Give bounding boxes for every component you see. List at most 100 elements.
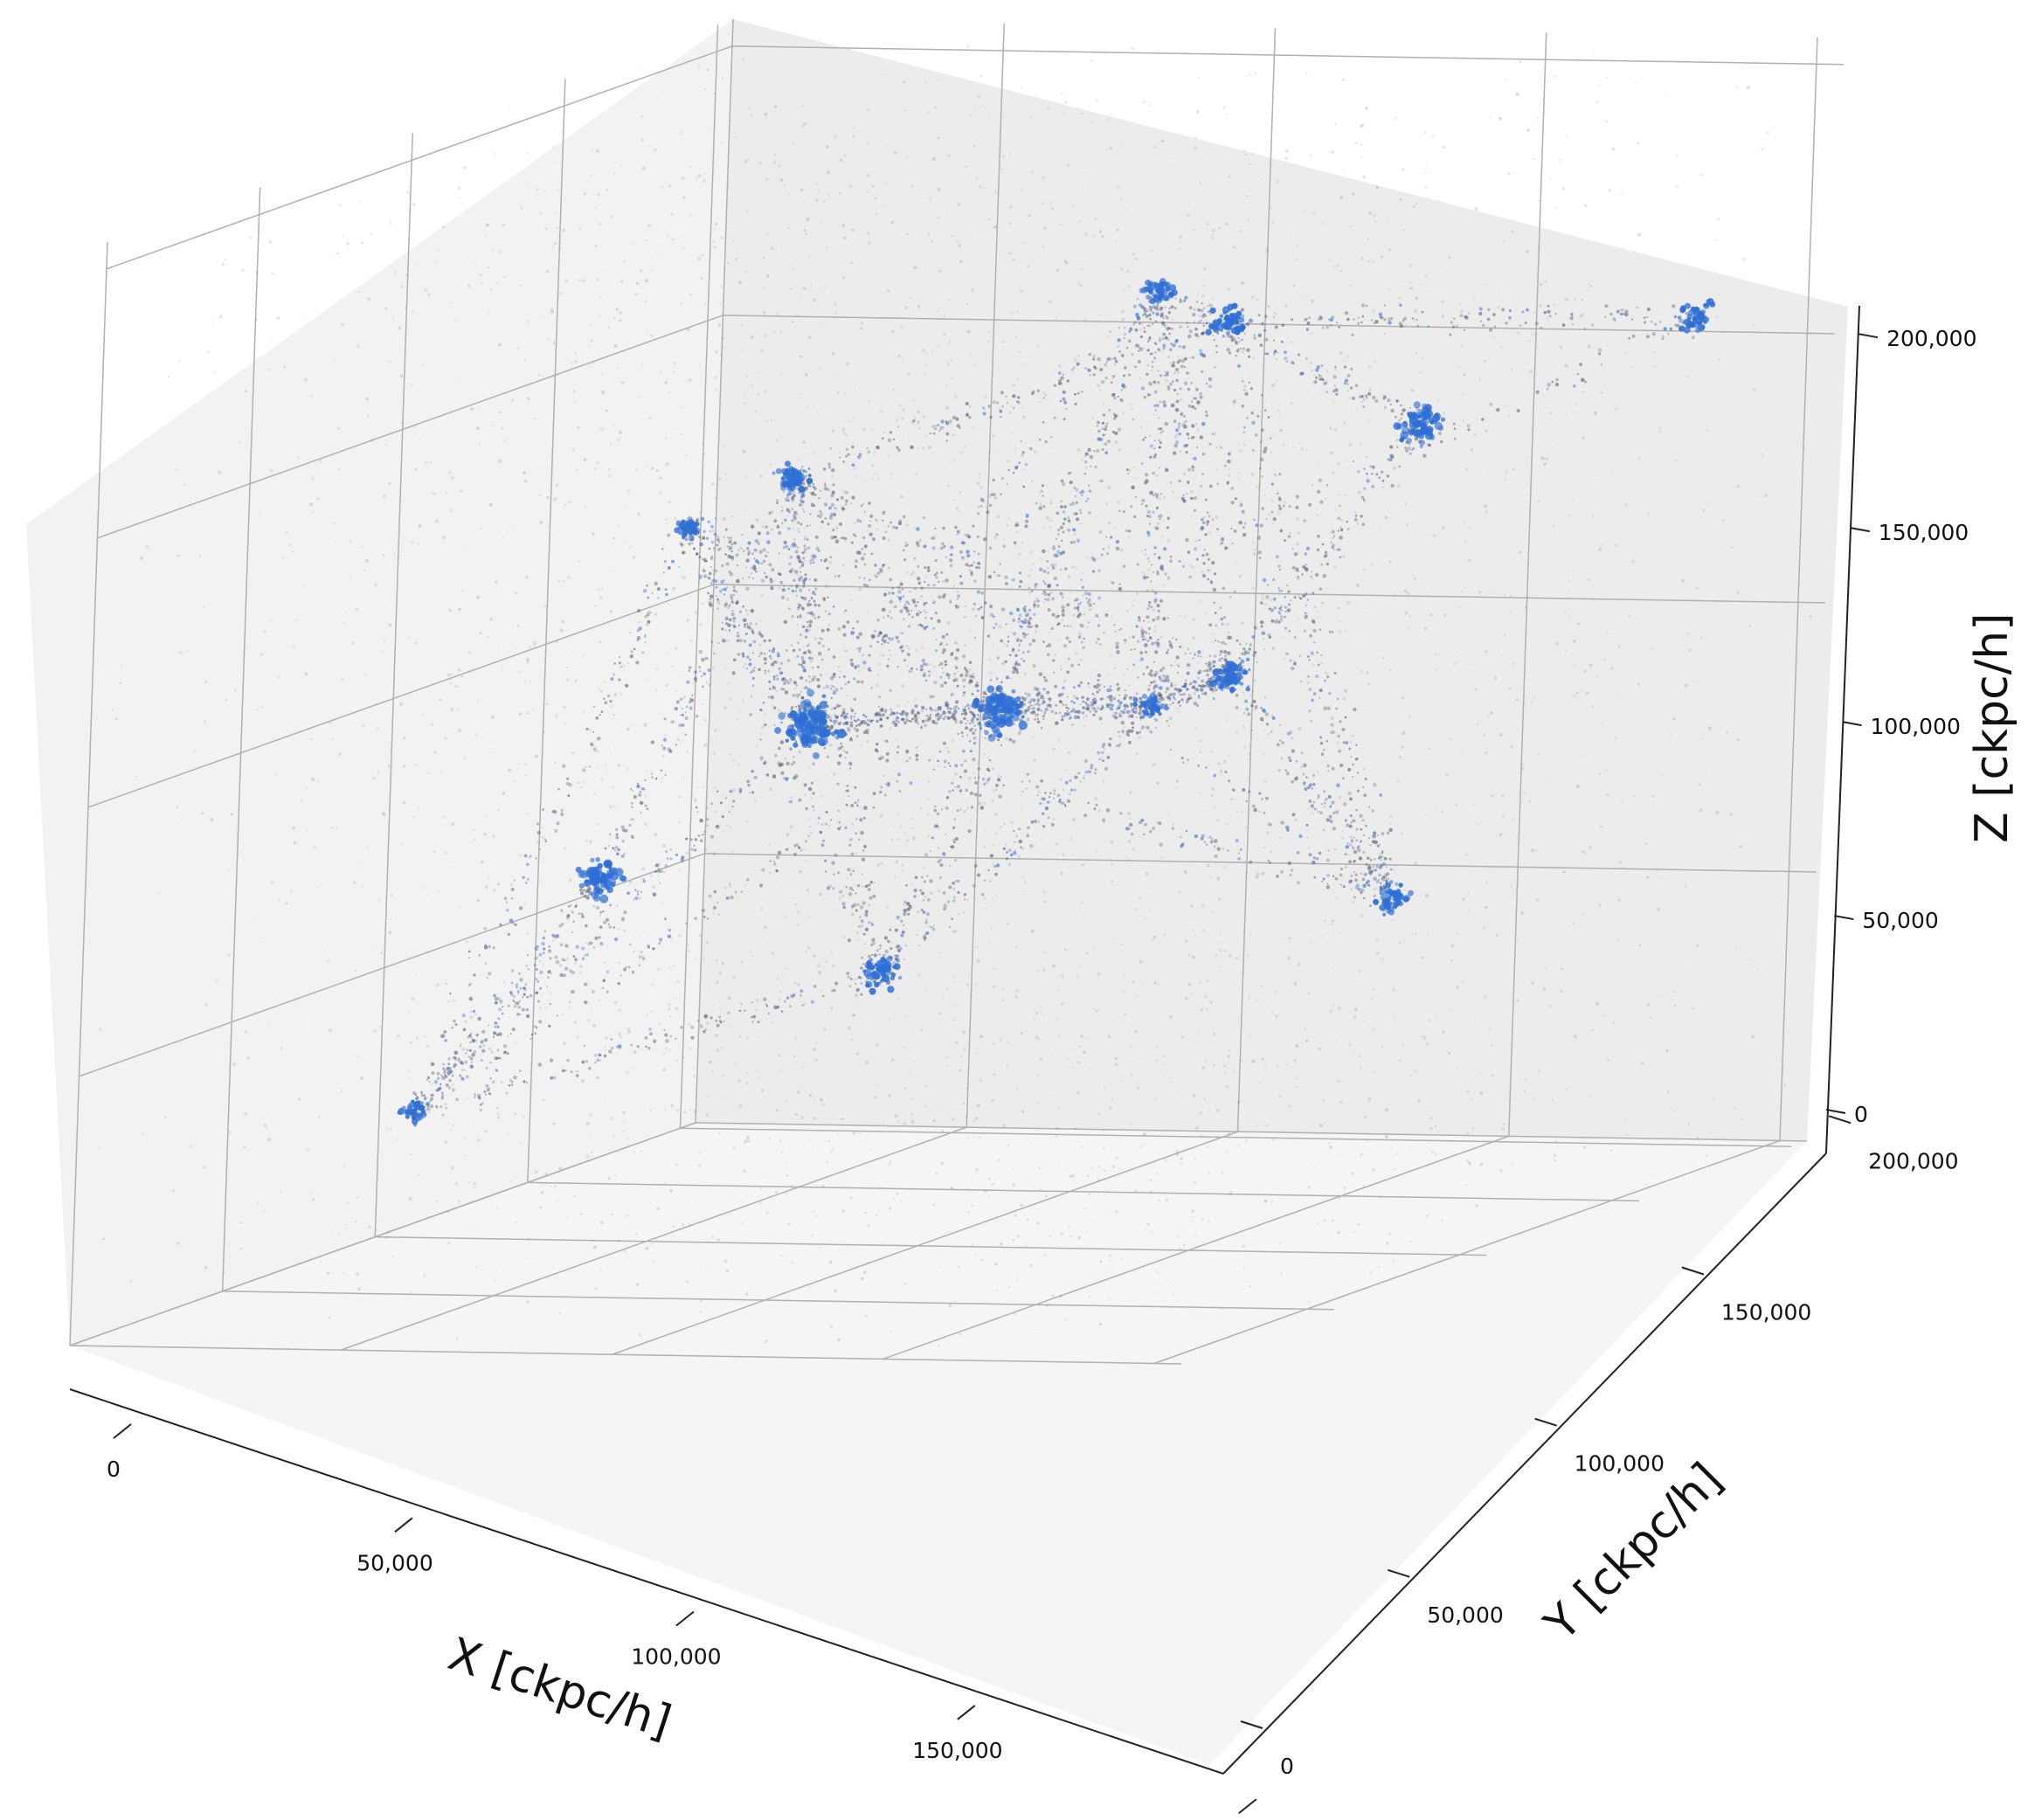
particle-point — [304, 672, 308, 676]
particle-point — [533, 640, 537, 645]
particle-point — [1098, 480, 1102, 483]
particle-point — [1430, 289, 1433, 292]
particle-point — [813, 637, 817, 640]
particle-point — [1402, 731, 1406, 736]
filament-point — [786, 495, 789, 498]
particle-point — [991, 927, 993, 930]
particle-point — [1202, 929, 1205, 931]
particle-point — [784, 183, 786, 187]
particle-point — [1031, 1229, 1034, 1232]
particle-point — [979, 486, 984, 490]
particle-point — [386, 1128, 389, 1131]
particle-point — [1427, 934, 1429, 937]
particle-point — [900, 1200, 903, 1202]
particle-point — [991, 799, 994, 802]
particle-point — [688, 1222, 692, 1226]
particle-point — [868, 399, 870, 403]
particle-point — [682, 196, 686, 199]
particle-point — [1203, 1097, 1206, 1100]
particle-point — [855, 977, 858, 981]
particle-point — [796, 924, 799, 927]
particle-point — [595, 737, 599, 742]
particle-point — [759, 1187, 763, 1191]
particle-point — [758, 372, 761, 375]
particle-point — [577, 426, 580, 430]
particle-point — [918, 426, 921, 430]
particle-point — [502, 981, 506, 984]
filament-point — [490, 1051, 494, 1054]
particle-point — [721, 336, 724, 340]
particle-point — [1404, 1200, 1406, 1201]
particle-point — [1075, 567, 1078, 571]
particle-point — [1161, 535, 1164, 537]
particle-point — [1134, 257, 1139, 260]
particle-point — [1283, 501, 1286, 504]
particle-point — [1048, 597, 1049, 599]
particle-point — [1486, 715, 1490, 718]
particle-point — [357, 291, 360, 294]
filament-point — [1192, 685, 1195, 689]
filament-point — [1169, 555, 1173, 558]
particle-point — [930, 792, 932, 795]
particle-point — [419, 437, 421, 439]
filament-point — [779, 671, 784, 675]
particle-point — [1473, 433, 1477, 436]
particle-point — [1526, 250, 1530, 253]
particle-point — [1726, 731, 1728, 734]
filament-point — [794, 687, 797, 689]
particle-point — [1515, 837, 1518, 840]
particle-point — [586, 1122, 590, 1125]
particle-point — [859, 806, 862, 808]
particle-point — [1287, 956, 1291, 960]
filament-point — [1165, 675, 1170, 679]
particle-point — [1217, 627, 1221, 631]
particle-point — [1615, 407, 1618, 411]
filament-point — [915, 746, 918, 749]
particle-point — [557, 373, 560, 376]
filament-point — [501, 1012, 504, 1015]
particle-point — [904, 1014, 908, 1018]
particle-point — [487, 635, 489, 638]
particle-point — [1519, 60, 1522, 64]
grid-line-wall-y-3 — [1507, 32, 1547, 1137]
particle-point — [651, 1296, 654, 1299]
particle-point — [1325, 370, 1329, 373]
particle-point — [589, 840, 592, 844]
filament-point — [1021, 696, 1025, 700]
particle-point — [1203, 364, 1206, 367]
particle-point — [445, 982, 448, 986]
particle-point — [1262, 872, 1265, 875]
particle-point — [1311, 812, 1314, 815]
particle-point — [1638, 904, 1640, 906]
particle-point — [957, 1265, 960, 1269]
particle-point — [421, 713, 425, 716]
filament-point — [879, 723, 883, 728]
particle-point — [584, 192, 587, 196]
particle-point — [836, 391, 840, 394]
particle-point — [203, 1165, 206, 1169]
particle-point — [519, 1142, 522, 1145]
particle-point — [896, 997, 901, 1000]
particle-point — [1240, 502, 1242, 504]
filament-point — [982, 695, 986, 699]
filament-point — [965, 722, 967, 725]
filament-point — [1085, 597, 1088, 599]
particle-point — [1362, 1185, 1366, 1188]
filament-point — [854, 665, 857, 668]
particle-point — [819, 323, 820, 325]
filament-point — [939, 546, 944, 550]
particle-point — [723, 830, 725, 833]
particle-point — [1218, 949, 1222, 952]
filament-point — [731, 806, 734, 808]
particle-point — [714, 810, 717, 813]
particle-point — [606, 892, 608, 894]
particle-point — [1270, 499, 1274, 502]
particle-point — [1129, 791, 1132, 794]
particle-point — [760, 1089, 765, 1092]
particle-point — [1582, 436, 1585, 440]
particle-point — [786, 598, 790, 602]
filament-point — [1135, 692, 1139, 695]
particle-point — [1012, 1238, 1015, 1242]
particle-point — [675, 1163, 678, 1166]
particle-point — [1422, 282, 1425, 285]
